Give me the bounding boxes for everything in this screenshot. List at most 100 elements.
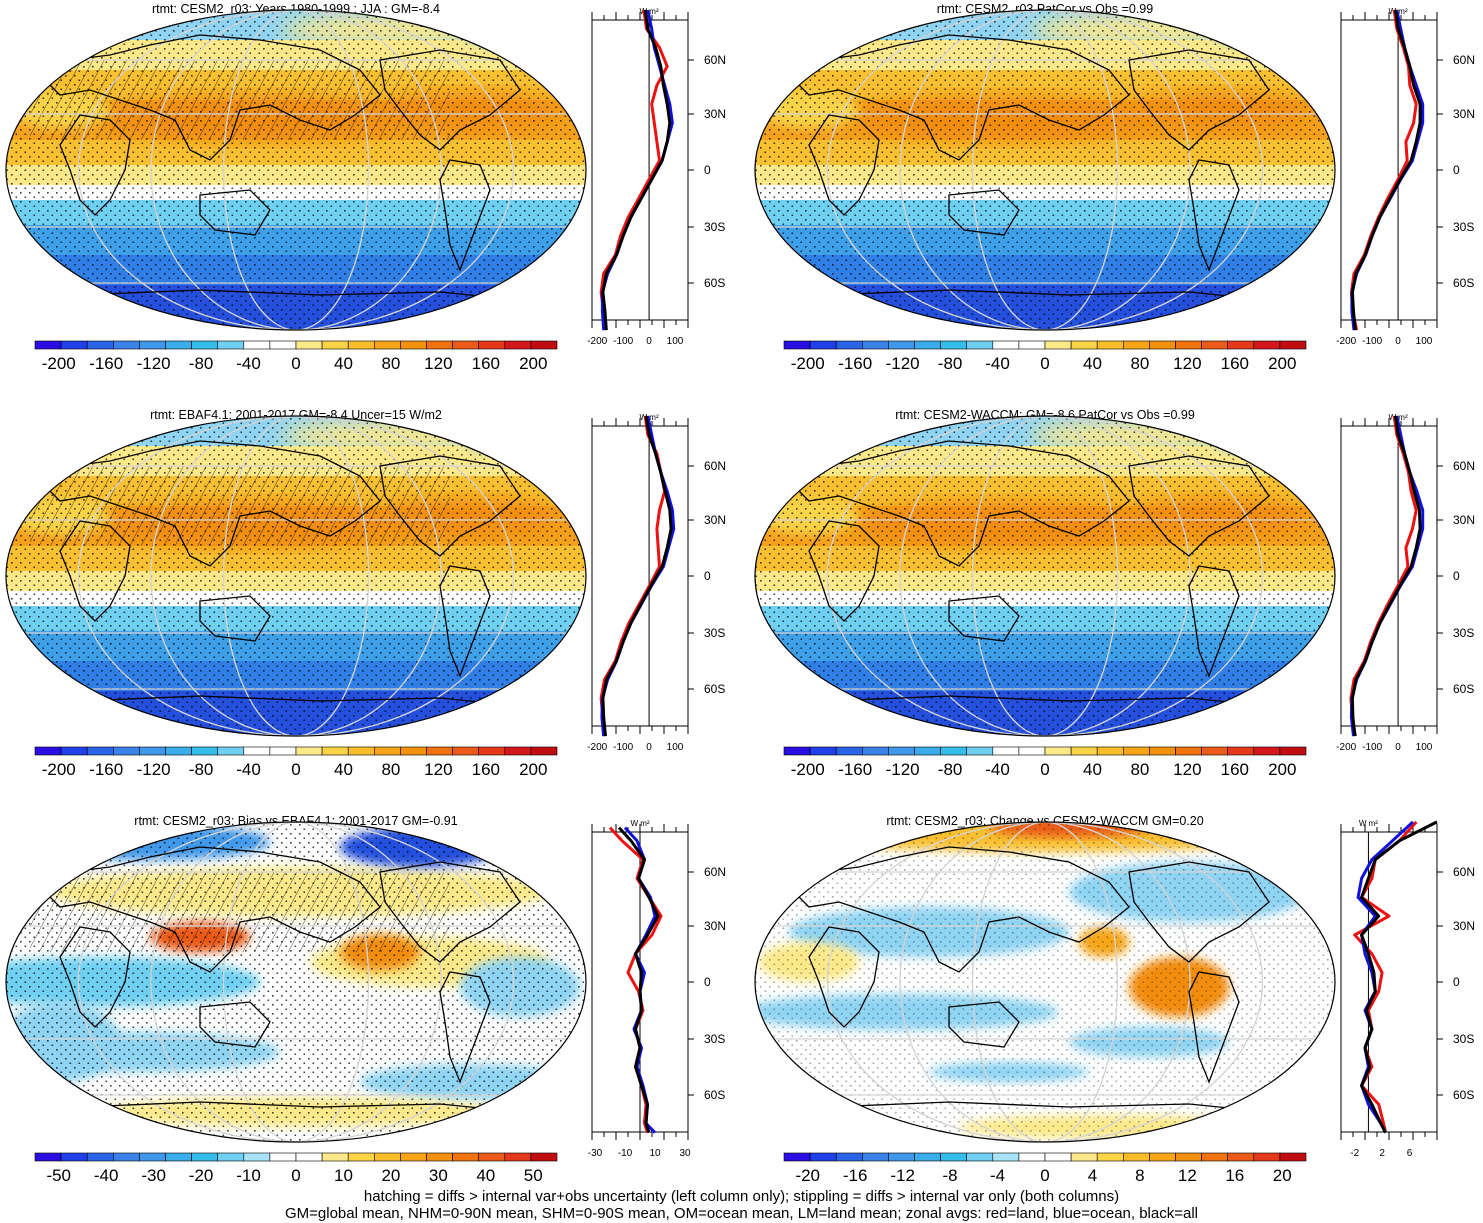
- colorbar-bin: [113, 746, 140, 756]
- latitude-tick-label: 60S: [704, 682, 725, 696]
- profile-line-all: [601, 415, 673, 737]
- map-field: [6, 822, 586, 1142]
- latitude-tick-label: 30N: [704, 513, 726, 527]
- colorbar-tick-label: -160: [838, 760, 872, 779]
- map-border: [5, 415, 587, 737]
- colorbar-bin: [992, 746, 1020, 756]
- map-graticule: [755, 822, 1335, 1142]
- chart-panel: rtmt: CESM2_r03 PatCor vs Obs =0.99-200-…: [754, 2, 1475, 373]
- colorbar-bin: [243, 1152, 271, 1162]
- colorbar-bin: [530, 340, 558, 350]
- colorbar-tick-label: 120: [1173, 760, 1201, 779]
- latitude-tick-label: 30S: [1453, 626, 1474, 640]
- zonal-profile: W m² -2 2 6 60N 30N 0 30S 60S: [1340, 819, 1475, 1159]
- profile-x-tick-label: -200: [587, 336, 607, 347]
- colorbar-bin: [217, 1152, 245, 1162]
- colorbar-bin: [1201, 746, 1229, 756]
- profile-x-tick-label: 100: [1416, 336, 1433, 347]
- colorbar-tick-label: 0: [291, 354, 300, 373]
- colorbar-bin: [1070, 746, 1098, 756]
- latitude-tick-label: 60S: [1453, 276, 1474, 290]
- latitude-tick-label: 60N: [704, 865, 726, 879]
- latitude-tick-label: 60S: [1453, 1088, 1474, 1102]
- profile-x-tick-label: 0: [1395, 336, 1401, 347]
- colorbar-tick-label: 160: [1221, 354, 1249, 373]
- stippling: [755, 822, 1335, 1142]
- chart-panel: rtmt: CESM2_r03: Bias vs EBAF4.1: 2001-2…: [5, 814, 726, 1185]
- colorbar-bin: [347, 746, 375, 756]
- colorbar-tick-label: -80: [189, 760, 214, 779]
- latitude-tick-label: 30S: [1453, 1032, 1474, 1046]
- colorbar-tick-label: -200: [42, 354, 76, 373]
- colorbar-tick-label: 12: [1178, 1166, 1197, 1185]
- profile-line-ocean: [600, 415, 676, 737]
- profile-line-ocean: [1350, 9, 1425, 331]
- colorbar-bin: [1096, 1152, 1124, 1162]
- colorbar-bin: [1201, 1152, 1229, 1162]
- map-graticule: [6, 10, 586, 330]
- colorbar-tick-label: -80: [938, 760, 963, 779]
- colorbar-tick-label: 200: [519, 760, 547, 779]
- latitude-tick-label: 0: [1453, 163, 1460, 177]
- latitude-tick-label: 30N: [1453, 513, 1475, 527]
- colorbar-tick-label: 0: [1040, 760, 1049, 779]
- profile-x-tick-label: -100: [613, 336, 633, 347]
- stippling: [6, 822, 586, 1142]
- colorbar-tick-label: -8: [943, 1166, 958, 1185]
- colorbar-tick-label: 120: [1173, 354, 1201, 373]
- colorbar-bin: [1253, 340, 1281, 350]
- colorbar-tick-label: -120: [886, 760, 920, 779]
- colorbar-bin: [966, 746, 994, 756]
- colorbar-tick-label: 4: [1088, 1166, 1097, 1185]
- colorbar-tick-label: -160: [838, 354, 872, 373]
- map-field: [755, 10, 1335, 330]
- colorbar-tick-label: 40: [1083, 760, 1102, 779]
- colorbar-tick-label: -80: [938, 354, 963, 373]
- colorbar-tick-label: 160: [1221, 760, 1249, 779]
- colorbar-bin: [243, 746, 271, 756]
- latitude-tick-label: 60S: [704, 276, 725, 290]
- colorbar-bin: [809, 340, 837, 350]
- colorbar-bin: [373, 340, 401, 350]
- colorbar-tick-label: -20: [795, 1166, 820, 1185]
- colorbar-bin: [504, 746, 532, 756]
- profile-line-ocean: [600, 9, 674, 331]
- colorbar-bin: [452, 1152, 480, 1162]
- colorbar-tick-label: -120: [886, 354, 920, 373]
- hatching: [30, 60, 450, 140]
- chart-panel: rtmt: CESM2-WACCM: GM=-8.6 PatCor vs Obs…: [754, 408, 1475, 779]
- stippling: [6, 10, 586, 330]
- colorbar-bin: [269, 340, 297, 350]
- colorbar-bin: [347, 340, 375, 350]
- colorbar-tick-label: 0: [291, 1166, 300, 1185]
- latitude-tick-label: 60N: [704, 459, 726, 473]
- colorbar-bin: [1122, 340, 1150, 350]
- colorbar-bin: [966, 340, 994, 350]
- colorbar-tick-label: -120: [137, 760, 171, 779]
- latitude-tick-label: 0: [704, 569, 711, 583]
- latitude-tick-label: 60S: [1453, 682, 1474, 696]
- map-title: rtmt: CESM2_r03: Years 1980-1999 : JJA :…: [152, 2, 440, 16]
- colorbar-bin: [888, 340, 915, 350]
- colorbar-bin: [1149, 340, 1176, 350]
- colorbar-bin: [139, 340, 166, 350]
- colorbar-bin: [1227, 1152, 1255, 1162]
- profile-line-ocean: [1356, 820, 1415, 1134]
- colorbar-bin: [34, 340, 62, 350]
- colorbar-tick-label: -16: [843, 1166, 868, 1185]
- colorbar-bin: [426, 1152, 453, 1162]
- colorbar-tick-label: -4: [990, 1166, 1005, 1185]
- colorbar-tick-label: 160: [472, 354, 500, 373]
- map-title: rtmt: CESM2_r03: Bias vs EBAF4.1: 2001-2…: [134, 814, 457, 828]
- colorbar: -20 -16 -12 -8 -4 0 4 8 12 16 20: [783, 1152, 1307, 1185]
- map-border: [754, 415, 1336, 737]
- colorbar: -200 -160 -120 -80 -40 0 40 80 120 160 200: [783, 340, 1307, 373]
- colorbar: -200 -160 -120 -80 -40 0 40 80 120 160 200: [783, 746, 1307, 779]
- colorbar-tick-label: -20: [189, 1166, 214, 1185]
- profile-x-tick-label: -100: [1362, 742, 1382, 753]
- colorbar-bin: [862, 746, 889, 756]
- colorbar-tick-label: -120: [137, 354, 171, 373]
- colorbar-bin: [217, 340, 245, 350]
- colorbar-tick-label: 8: [1135, 1166, 1144, 1185]
